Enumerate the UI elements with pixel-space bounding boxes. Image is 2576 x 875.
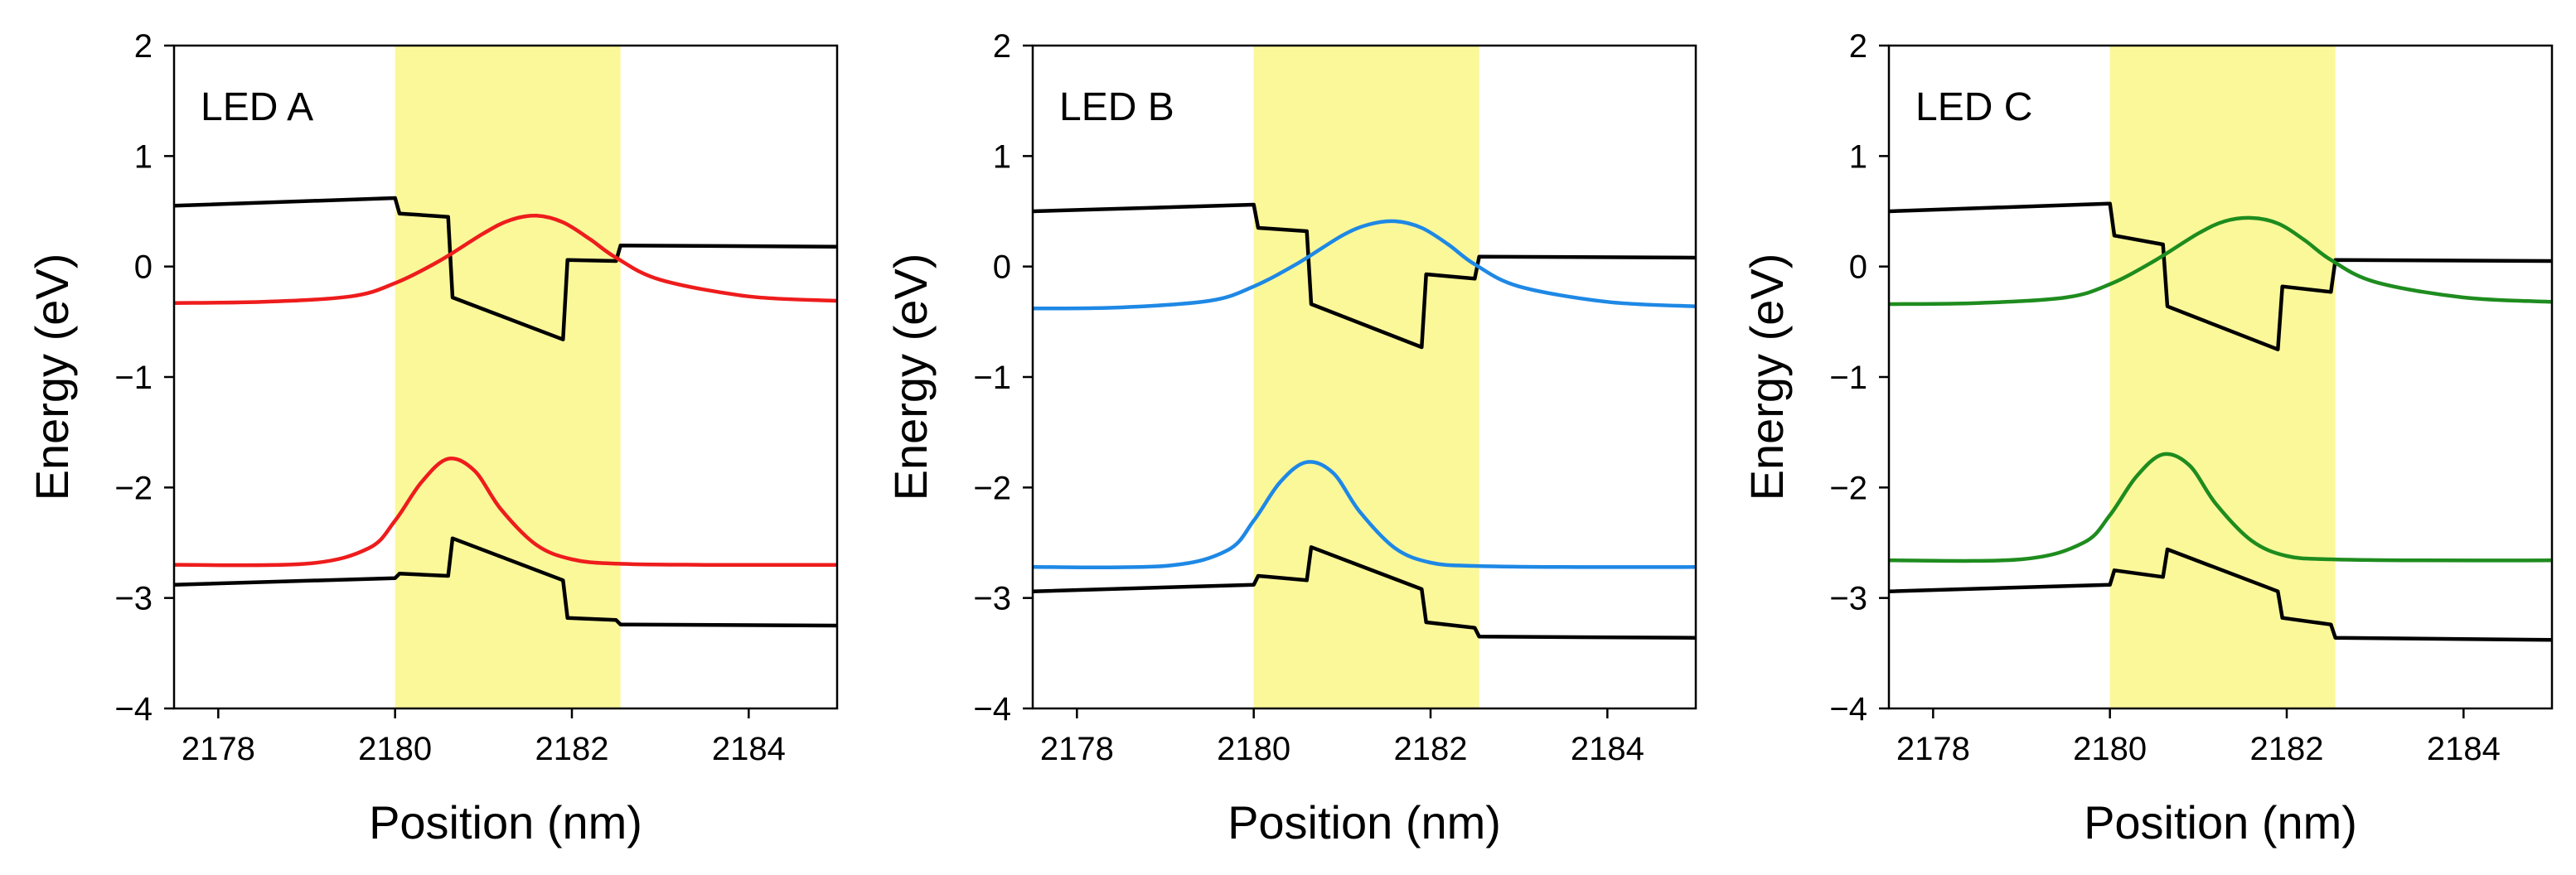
y-tick-label: −4 xyxy=(114,691,153,728)
y-tick-label: −1 xyxy=(973,360,1011,396)
conduction-band-line xyxy=(1889,201,2552,351)
hole-wavefunction-line xyxy=(174,457,837,568)
panel-title: LED C xyxy=(1915,85,2032,129)
x-tick-label: 2178 xyxy=(1040,731,1114,767)
plot-curves xyxy=(1889,201,2552,642)
y-tick-label: 1 xyxy=(1849,138,1867,175)
y-tick-label: −3 xyxy=(114,581,153,617)
y-tick-label: −4 xyxy=(973,691,1011,728)
y-tick-label: 1 xyxy=(993,138,1011,175)
y-tick-label: 2 xyxy=(993,28,1011,65)
y-tick-label: −1 xyxy=(1829,360,1867,396)
active-region-highlight xyxy=(2109,46,2336,708)
y-tick-label: −2 xyxy=(114,470,153,506)
panel-title: LED B xyxy=(1059,85,1174,129)
y-tick-label: 0 xyxy=(993,249,1011,286)
y-tick-label: −4 xyxy=(1829,691,1867,728)
valence-band-line xyxy=(1889,547,2552,642)
electron-wavefunction-line xyxy=(1033,219,1696,311)
hole-wavefunction-line xyxy=(1033,460,1696,570)
y-tick-label: −2 xyxy=(973,470,1011,506)
electron-wavefunction-line xyxy=(174,214,837,305)
y-axis-title: Energy (eV) xyxy=(884,254,937,501)
x-tick-label: 2178 xyxy=(1896,731,1970,767)
valence-band-line xyxy=(174,536,837,628)
y-axis-title: Energy (eV) xyxy=(26,254,78,501)
x-tick-label: 2180 xyxy=(1217,731,1290,767)
x-tick-label: 2184 xyxy=(2427,731,2501,767)
x-axis-title: Position (nm) xyxy=(369,796,642,848)
x-tick-label: 2180 xyxy=(358,731,432,767)
x-tick-label: 2180 xyxy=(2073,731,2147,767)
x-axis-title: Position (nm) xyxy=(1227,796,1501,848)
y-tick-label: −3 xyxy=(1829,581,1867,617)
y-tick-label: 0 xyxy=(134,249,153,286)
x-axis-title: Position (nm) xyxy=(2084,796,2357,848)
y-tick-label: −1 xyxy=(114,360,153,396)
x-tick-label: 2182 xyxy=(535,731,609,767)
x-tick-label: 2182 xyxy=(1394,731,1468,767)
active-region-highlight xyxy=(395,46,621,708)
x-tick-label: 2182 xyxy=(2250,731,2324,767)
valence-band-line xyxy=(1033,545,1696,640)
y-tick-label: −2 xyxy=(1829,470,1867,506)
y-tick-label: 2 xyxy=(1849,28,1867,65)
chart-panel-2: 2178 2180 2182 2184 2 1 0 −1 −2 −3 −4 Position (nm)… xyxy=(884,28,1697,848)
plot-curves xyxy=(1033,202,1696,640)
x-tick-label: 2184 xyxy=(1571,731,1644,767)
active-region-highlight xyxy=(1253,46,1479,708)
y-tick-label: 2 xyxy=(134,28,153,65)
y-axis-title: Energy (eV) xyxy=(1741,254,1793,501)
hole-wavefunction-line xyxy=(1889,452,2552,563)
chart-panel-1: 2178 2180 2182 2184 2 1 0 −1 −2 −3 −4 Position (nm)… xyxy=(26,28,839,848)
panel-title: LED A xyxy=(201,85,313,129)
chart-panel-3: 2178 2180 2182 2184 2 1 0 −1 −2 −3 −4 Position (nm)… xyxy=(1741,28,2554,848)
x-tick-label: 2184 xyxy=(712,731,786,767)
y-tick-label: −3 xyxy=(973,581,1011,617)
electron-wavefunction-line xyxy=(1889,215,2552,307)
y-tick-label: 0 xyxy=(1849,249,1867,286)
y-tick-label: 1 xyxy=(134,138,153,175)
conduction-band-line xyxy=(174,196,837,341)
x-tick-label: 2178 xyxy=(182,731,255,767)
plot-curves xyxy=(174,196,837,628)
